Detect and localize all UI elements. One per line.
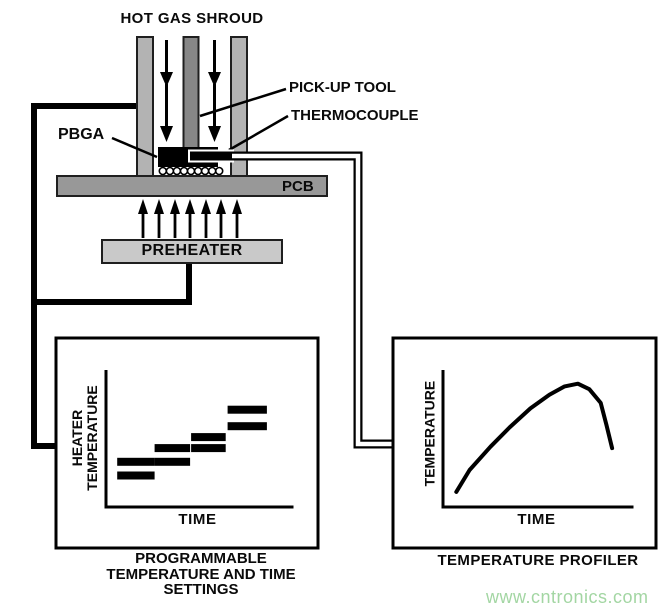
solder-ball xyxy=(165,166,175,176)
solder-ball xyxy=(207,166,217,176)
controller-wire-preheater-branch xyxy=(34,262,192,305)
solder-ball xyxy=(158,166,168,176)
up-arrow xyxy=(154,199,164,238)
settings-chart-caption: PROGRAMMABLE TEMPERATURE AND TIME SETTIN… xyxy=(85,551,317,598)
pointer-lines xyxy=(111,87,289,159)
pbga-label: PBGA xyxy=(58,126,105,143)
solder-balls xyxy=(158,166,224,176)
profiler-chart-caption: TEMPERATURE PROFILER xyxy=(437,552,639,569)
settings-chart-axes xyxy=(104,370,294,509)
up-arrow xyxy=(170,199,180,238)
heater-setting-bar xyxy=(154,444,191,453)
down-arrowhead-icon xyxy=(160,126,173,142)
diagram-title: HOT GAS SHROUD xyxy=(120,10,264,27)
pcb-board xyxy=(56,175,328,197)
controller-wire xyxy=(31,103,192,449)
heater-setting-bar xyxy=(191,433,226,442)
down-arrow-right xyxy=(208,40,221,142)
preheater-box xyxy=(101,239,283,264)
heater-setting-bar xyxy=(117,471,155,480)
solder-ball xyxy=(200,166,210,176)
pickup-tool-pointer-line xyxy=(199,87,287,118)
preheat-up-arrows xyxy=(138,199,242,238)
thermocouple-label: THERMOCOUPLE xyxy=(291,107,419,124)
thermocouple-pointer-line xyxy=(228,114,289,152)
solder-ball xyxy=(172,166,182,176)
heater-setting-bars xyxy=(117,405,267,480)
down-arrow-left xyxy=(160,40,173,142)
profiler-x-axis-label: TIME xyxy=(517,511,556,528)
settings-x-axis-label: TIME xyxy=(178,511,217,528)
solder-ball xyxy=(179,166,189,176)
settings-caption-line3: SETTINGS xyxy=(163,581,239,598)
settings-chart-frame xyxy=(54,336,320,550)
thermocouple-wire-core xyxy=(232,153,392,447)
profiler-chart-axes xyxy=(441,370,634,509)
temperature-profile-curve xyxy=(454,381,615,494)
solder-ball xyxy=(186,166,196,176)
pickup-tool-label: PICK-UP TOOL xyxy=(289,79,396,96)
watermark: www.cntronics.com xyxy=(486,587,649,607)
settings-caption-line1: PROGRAMMABLE xyxy=(135,550,267,567)
controller-wire-main xyxy=(31,103,137,449)
settings-y-axis-label-line2: TEMPERATURE xyxy=(84,385,100,491)
up-arrow xyxy=(216,199,226,238)
settings-caption-line2: TEMPERATURE AND TIME xyxy=(106,565,296,583)
up-arrow xyxy=(201,199,211,238)
solder-ball xyxy=(193,166,203,176)
settings-y-axis-label-line1: HEATER xyxy=(69,409,85,467)
profiler-y-axis-label: TEMPERATURE xyxy=(421,380,438,487)
down-arrowhead-icon xyxy=(208,126,221,142)
heater-setting-bar xyxy=(154,457,191,466)
preheater-label: PREHEATER xyxy=(141,242,243,259)
settings-y-axis-label: HEATER TEMPERATURE xyxy=(69,383,100,493)
pcb-label: PCB xyxy=(282,178,314,195)
hot-gas-down-arrows xyxy=(160,40,221,142)
down-arrowhead-icon xyxy=(160,72,173,87)
up-arrow xyxy=(232,199,242,238)
up-arrow xyxy=(185,199,195,238)
pickup-tool-shaft xyxy=(182,36,200,153)
heater-setting-bar xyxy=(227,422,267,431)
pbga-pointer-line xyxy=(111,136,158,159)
down-arrowhead-icon xyxy=(208,72,221,87)
heater-setting-bar xyxy=(117,457,155,466)
up-arrow xyxy=(138,199,148,238)
heater-setting-bar xyxy=(191,444,226,453)
heater-setting-bar xyxy=(227,405,267,414)
solder-ball xyxy=(214,166,224,176)
